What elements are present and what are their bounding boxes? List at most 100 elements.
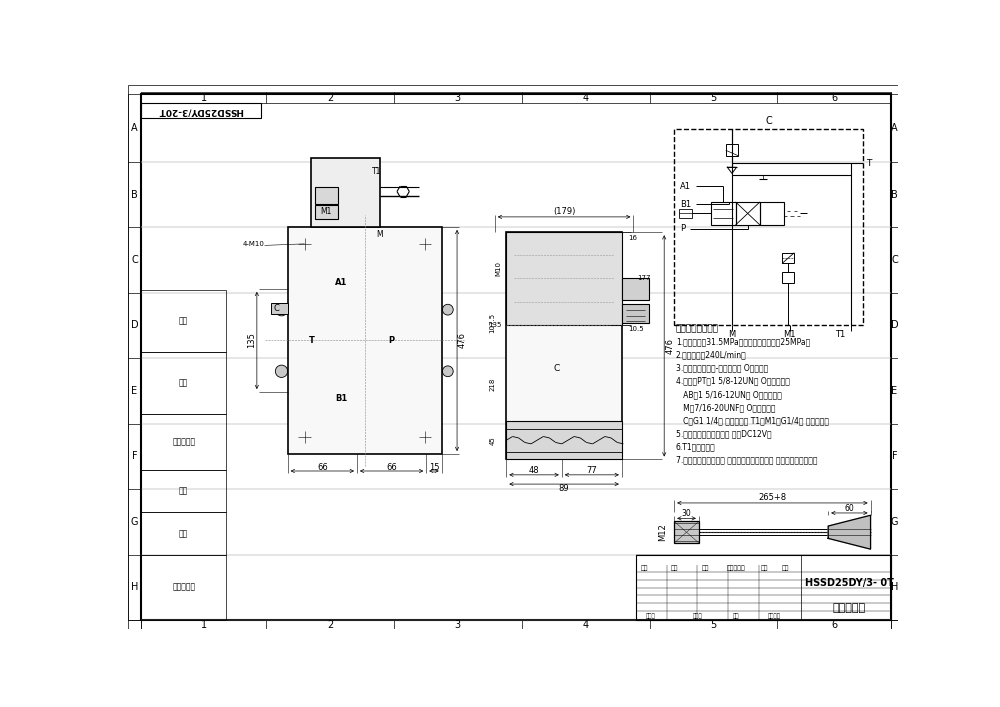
Text: 签字: 签字 <box>179 378 188 387</box>
Text: D: D <box>131 320 138 330</box>
Bar <box>288 227 442 454</box>
Text: B: B <box>891 189 898 199</box>
Text: 标记: 标记 <box>641 566 649 571</box>
Text: 177: 177 <box>637 276 651 281</box>
Text: 1: 1 <box>201 619 207 630</box>
Text: C: C <box>273 303 279 312</box>
Text: 60: 60 <box>844 504 854 513</box>
Text: M: M <box>728 330 736 339</box>
Text: 218: 218 <box>489 378 495 391</box>
Circle shape <box>375 241 385 252</box>
Text: C: C <box>891 255 898 265</box>
Text: C: C <box>553 365 560 373</box>
Text: 66: 66 <box>317 462 328 472</box>
Circle shape <box>298 238 311 250</box>
Circle shape <box>370 319 413 362</box>
Bar <box>674 129 863 325</box>
Text: C: C <box>131 255 138 265</box>
Text: 批准: 批准 <box>733 614 739 619</box>
Bar <box>711 202 736 225</box>
Text: A: A <box>891 123 898 133</box>
Text: M12: M12 <box>658 523 667 541</box>
Circle shape <box>442 366 453 377</box>
Bar <box>891 94 898 620</box>
Circle shape <box>419 431 431 443</box>
Circle shape <box>328 168 347 186</box>
Text: E: E <box>131 386 137 396</box>
Text: T: T <box>866 159 872 168</box>
Text: 77: 77 <box>586 467 597 476</box>
Text: 二联多路阀: 二联多路阀 <box>832 604 866 614</box>
Text: 技术要求和参数：: 技术要求和参数： <box>676 325 719 334</box>
Text: C: C <box>765 116 772 126</box>
Circle shape <box>320 261 363 304</box>
Bar <box>622 278 649 300</box>
Text: 4: 4 <box>583 93 589 103</box>
Bar <box>141 92 891 103</box>
Text: 10.5: 10.5 <box>628 325 644 332</box>
Text: 管用: 管用 <box>179 529 188 538</box>
Text: M1: M1 <box>320 207 332 216</box>
Text: P: P <box>680 224 685 233</box>
Text: 66: 66 <box>386 462 397 472</box>
Circle shape <box>275 365 288 378</box>
Text: 1.公称压力：31.5MPa；溢流阀调定压力：25MPa；: 1.公称压力：31.5MPa；溢流阀调定压力：25MPa； <box>676 337 810 346</box>
Text: 2: 2 <box>327 619 333 630</box>
Text: 审核人: 审核人 <box>692 614 702 619</box>
Text: H: H <box>891 583 898 592</box>
Text: M10: M10 <box>496 262 502 276</box>
Bar <box>128 94 141 620</box>
Text: H: H <box>131 583 138 592</box>
Text: HSSD25DY/3- 0T: HSSD25DY/3- 0T <box>805 578 893 588</box>
Text: F: F <box>892 451 897 462</box>
Text: 日期: 日期 <box>782 566 790 571</box>
Text: C为G1 1/4， 平面密封； T1、M1为G1/4， 平面密封；: C为G1 1/4， 平面密封； T1、M1为G1/4， 平面密封； <box>676 416 829 425</box>
Text: 4.油口：PT为1 5/8-12UN， O型圈密封；: 4.油口：PT为1 5/8-12UN， O型圈密封； <box>676 377 790 386</box>
Text: AB为1 5/16-12UN， O型圈密封；: AB为1 5/16-12UN， O型圈密封； <box>676 390 782 399</box>
Circle shape <box>320 377 363 420</box>
Text: 4: 4 <box>583 619 589 630</box>
Text: 4-M10: 4-M10 <box>243 241 265 247</box>
Text: 5.电磁线圈：三插线圈， 电压DC12V；: 5.电磁线圈：三插线圈， 电压DC12V； <box>676 429 771 438</box>
Circle shape <box>533 346 579 392</box>
Bar <box>782 252 794 264</box>
Text: 15: 15 <box>429 462 439 472</box>
Text: M: M <box>377 230 383 239</box>
Bar <box>679 209 692 218</box>
Text: 5: 5 <box>710 619 716 630</box>
Text: 6: 6 <box>831 619 837 630</box>
Text: 30: 30 <box>682 509 691 518</box>
Polygon shape <box>828 515 871 549</box>
Text: T: T <box>309 336 315 345</box>
Text: M1: M1 <box>783 330 796 339</box>
Circle shape <box>298 431 311 443</box>
Bar <box>141 512 226 554</box>
Text: G: G <box>131 517 138 527</box>
Text: A: A <box>131 123 138 133</box>
Bar <box>736 202 760 225</box>
Bar <box>315 187 338 204</box>
Text: 2: 2 <box>327 93 333 103</box>
Text: (179): (179) <box>553 207 575 216</box>
Circle shape <box>292 320 332 361</box>
Text: 135: 135 <box>247 332 256 349</box>
Bar <box>782 272 794 283</box>
Text: 分区: 分区 <box>701 566 709 571</box>
Text: 处数: 处数 <box>670 566 678 571</box>
Text: 7.阀体表面磷化处理， 安全阀及螺旋紧固件， 支架后涂为铁本色。: 7.阀体表面磷化处理， 安全阀及螺旋紧固件， 支架后涂为铁本色。 <box>676 455 817 464</box>
Bar <box>141 352 226 414</box>
Text: B1: B1 <box>335 394 348 403</box>
Text: 标准化: 标准化 <box>646 614 656 619</box>
Text: P: P <box>389 336 395 345</box>
Text: HSSD25DY/3-20T: HSSD25DY/3-20T <box>158 107 243 115</box>
Bar <box>141 620 891 629</box>
Text: E: E <box>891 386 897 396</box>
Text: 476: 476 <box>666 338 675 354</box>
Circle shape <box>275 303 288 316</box>
Bar <box>315 205 338 219</box>
Text: M为7/16-20UNF， O型圈密封；: M为7/16-20UNF， O型圈密封； <box>676 403 775 412</box>
Bar <box>726 144 738 156</box>
Text: T1: T1 <box>835 330 845 339</box>
Text: 135: 135 <box>488 322 501 328</box>
Text: 图样代号: 图样代号 <box>768 614 781 619</box>
